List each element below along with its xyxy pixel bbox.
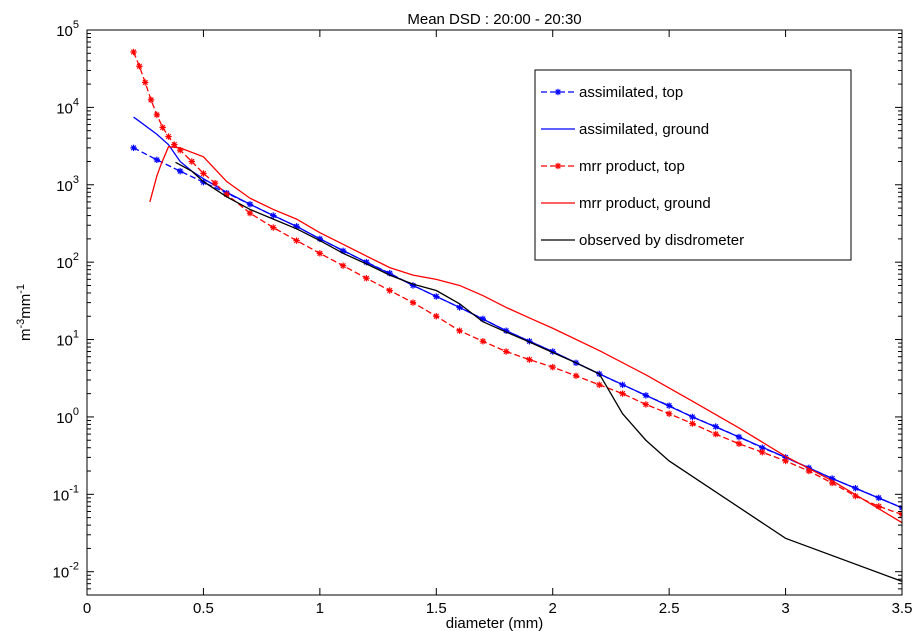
data-point <box>409 299 417 306</box>
y-tick-label: 100 <box>56 406 79 427</box>
data-point <box>200 170 207 177</box>
y-axis-label-sup1: -3 <box>15 319 27 329</box>
series-mrr-product-ground <box>149 146 902 524</box>
y-axis-label-sup2: -1 <box>15 284 27 294</box>
data-point <box>130 144 137 152</box>
y-axis-label-base: m <box>17 329 34 342</box>
x-axis-label: diameter (mm) <box>446 615 544 631</box>
y-tick-label: 10-1 <box>53 483 79 504</box>
data-point <box>433 313 440 320</box>
data-point <box>759 449 766 456</box>
data-point <box>153 111 161 119</box>
data-point <box>526 356 533 363</box>
legend-entry: assimilated, ground <box>541 121 709 138</box>
x-tick-label: 3 <box>781 600 789 617</box>
data-point <box>153 156 161 164</box>
data-point <box>712 430 719 438</box>
legend-entry: assimilated, top <box>541 84 683 101</box>
legend-entry: mrr product, top <box>541 158 685 175</box>
legend-label: assimilated, ground <box>579 121 709 138</box>
data-point <box>572 372 580 380</box>
legend-label: assimilated, top <box>579 84 683 101</box>
legend-label: observed by disdrometer <box>579 232 744 249</box>
legend-box <box>534 69 852 261</box>
data-point <box>339 262 347 269</box>
data-point <box>159 124 166 131</box>
data-point <box>782 457 789 465</box>
y-tick-label: 103 <box>56 174 79 195</box>
data-point <box>642 401 650 408</box>
data-point <box>142 79 149 86</box>
chart-title: Mean DSD : 20:00 - 20:30 <box>407 11 581 28</box>
series-line <box>149 146 902 524</box>
x-tick-label: 2.5 <box>659 600 680 617</box>
series-assimilated-ground <box>133 116 902 509</box>
legend-label: mrr product, top <box>579 158 685 175</box>
data-point <box>188 158 195 165</box>
data-point <box>479 338 487 345</box>
data-point <box>136 63 143 70</box>
y-tick-label: 104 <box>56 96 79 117</box>
series-mrr-product-top <box>130 48 902 518</box>
x-tick-label: 3.5 <box>892 600 913 617</box>
legend-label: mrr product, ground <box>579 195 711 212</box>
series-layer <box>130 48 902 582</box>
data-point <box>619 390 626 397</box>
data-point <box>549 363 556 371</box>
data-point <box>596 381 603 389</box>
data-point <box>735 440 743 447</box>
x-tick-label: 1.5 <box>426 600 447 617</box>
data-point <box>293 237 300 244</box>
data-point <box>246 209 254 217</box>
y-tick-label: 102 <box>56 251 79 272</box>
data-point <box>363 275 370 282</box>
data-point <box>211 179 219 187</box>
legend: assimilated, top assimilated, ground mrr p… <box>534 69 852 261</box>
x-tick-label: 2 <box>549 600 557 617</box>
data-point <box>147 96 155 104</box>
x-tick-label: 0 <box>83 600 91 617</box>
y-tick-label: 105 <box>56 19 79 40</box>
x-tick-label: 0.5 <box>193 600 214 617</box>
legend-entry: observed by disdrometer <box>541 232 744 249</box>
y-axis-label: m-3mm-1 <box>15 284 34 341</box>
series-observed-by-disdrometer <box>175 161 902 582</box>
x-tick-label: 1 <box>316 600 324 617</box>
data-point <box>176 167 184 175</box>
series-line <box>175 161 902 582</box>
plot-frame <box>86 29 903 596</box>
data-point <box>456 327 463 334</box>
data-point <box>270 224 277 231</box>
data-point <box>898 511 902 518</box>
legend-entry: mrr product, ground <box>541 195 711 212</box>
data-point <box>316 250 324 257</box>
y-tick-label: 101 <box>56 329 79 350</box>
data-point <box>165 133 172 140</box>
data-point <box>130 48 137 56</box>
y-axis-label-mid: mm <box>17 294 34 319</box>
data-point <box>689 420 696 427</box>
ticks-layer: 0 0.5 1 1.5 2 2.5 3 3.5 10-2 10-1 100 101 102 103 104 1… <box>53 19 913 617</box>
series-line <box>133 116 902 509</box>
data-point <box>386 287 393 294</box>
data-point <box>502 348 510 355</box>
data-point <box>665 410 673 417</box>
y-tick-label: 10-2 <box>53 561 79 582</box>
